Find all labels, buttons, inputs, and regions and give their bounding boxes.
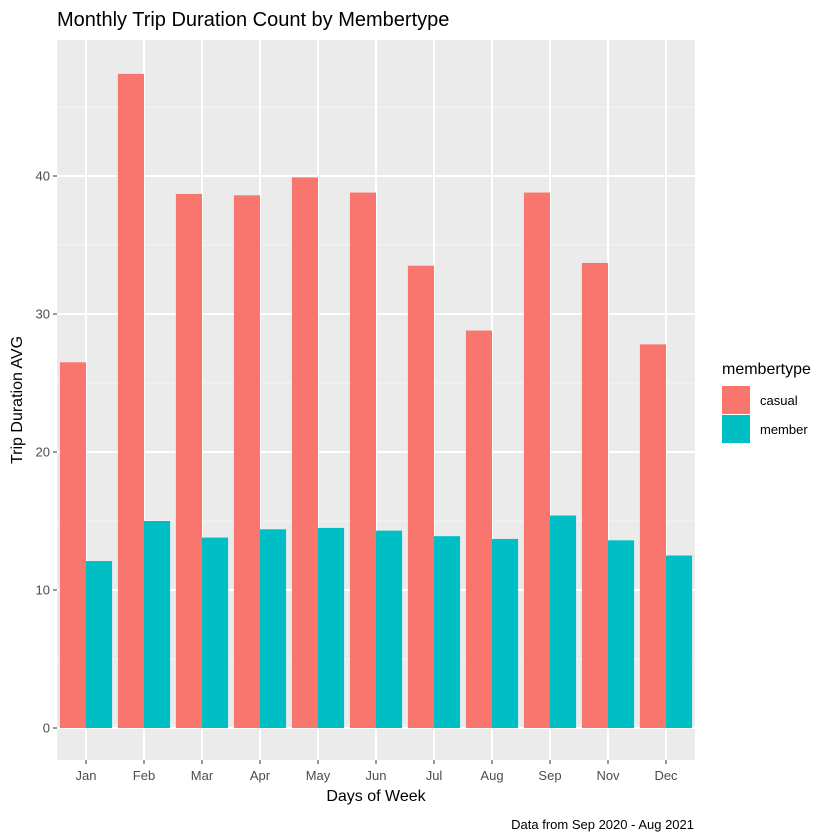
bar-casual-mar [175,193,202,728]
chart-title: Monthly Trip Duration Count by Membertyp… [57,9,449,31]
bar-casual-nov [581,262,608,728]
x-tick-label: Jan [76,768,97,783]
bar-member-may [318,527,345,728]
x-tick-label: Aug [480,768,503,783]
bar-member-apr [260,529,287,728]
bar-member-nov [608,540,635,728]
bar-member-feb [144,521,171,728]
bar-member-jul [434,536,461,728]
y-tick-label: 20 [36,445,50,460]
bar-casual-jan [59,362,86,728]
bar-member-jan [86,561,113,728]
x-axis: Jan Feb Mar Apr May Jun Jul Aug Sep Nov Dec [76,760,678,783]
bar-casual-dec [639,344,666,728]
bar-member-dec [666,555,693,728]
legend-key-member [722,415,750,443]
x-tick-label: Nov [596,768,620,783]
legend-key-casual [722,386,750,414]
bar-casual-apr [233,195,260,728]
bar-casual-sep [523,192,550,728]
bar-member-aug [492,538,519,728]
x-tick-label: May [306,768,331,783]
y-tick-label: 10 [36,583,50,598]
bar-member-mar [202,537,229,728]
x-tick-label: Jun [366,768,387,783]
bar-casual-feb [117,73,144,728]
y-tick-label: 30 [36,307,50,322]
x-tick-label: Feb [133,768,155,783]
caption: Data from Sep 2020 - Aug 2021 [511,817,694,832]
bar-casual-jul [407,265,434,728]
x-tick-label: Apr [250,768,271,783]
y-tick-label: 0 [43,721,50,736]
legend-label-casual: casual [760,393,798,408]
legend-label-member: member [760,422,808,437]
y-axis: 0 10 20 30 40 [36,169,57,736]
legend-title: membertype [722,361,811,378]
bar-member-jun [376,530,403,728]
bar-casual-may [291,177,318,728]
x-tick-label: Sep [538,768,561,783]
y-axis-title: Trip Duration AVG [9,336,26,464]
bar-member-sep [550,515,577,728]
legend: membertype casual member [722,361,811,443]
x-tick-label: Dec [654,768,678,783]
x-axis-title: Days of Week [326,788,426,805]
x-tick-label: Jul [426,768,443,783]
bar-casual-jun [349,192,376,728]
bar-casual-aug [465,330,492,728]
bars [59,73,693,728]
legend-items: casual member [722,386,808,443]
y-tick-label: 40 [36,169,50,184]
x-tick-label: Mar [191,768,214,783]
